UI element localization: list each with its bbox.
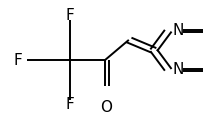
Text: N: N bbox=[172, 23, 184, 38]
Text: F: F bbox=[65, 97, 74, 112]
Text: F: F bbox=[13, 52, 22, 68]
Text: O: O bbox=[100, 100, 112, 115]
Text: N: N bbox=[172, 62, 184, 77]
Text: F: F bbox=[65, 8, 74, 23]
